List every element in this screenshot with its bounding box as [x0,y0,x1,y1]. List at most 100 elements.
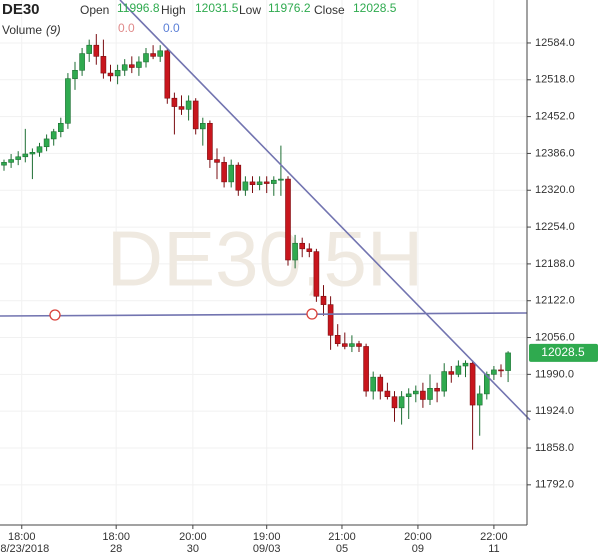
candle-body [171,97,178,107]
candle-body [221,162,227,183]
candle-body [377,376,384,392]
candle-body [434,388,440,392]
candles [1,34,511,450]
candle-body [93,44,100,57]
grid [0,0,527,525]
axis-labels: 11792.0 11858.0 11924.0 11990.0 12056.0 12122… [0,37,598,555]
candle-body [292,242,298,261]
candle-body [427,388,433,400]
candle-body [242,181,249,191]
low-label: Low [239,3,261,17]
candle-body [278,178,284,181]
y-tick-label: 12452.0 [535,111,575,123]
candle-body [441,371,448,392]
close-value: 12028.5 [353,1,397,15]
x-tick-label: 22:00 [480,531,508,543]
candle-body [313,251,320,297]
candle-body [22,153,29,158]
candle-body [72,69,78,79]
y-tick-label: 11924.0 [535,405,574,417]
open-value: 11996.8 [117,1,160,15]
candle-body [136,61,142,68]
y-tick-label: 12584.0 [535,37,575,49]
x-tick-label: 20:00 [404,531,432,543]
candle-body [157,50,163,57]
horizontal-line [0,312,528,317]
candle-body [57,122,64,132]
x-tick-sublabel: 28 [110,543,122,555]
candle-body [107,72,114,77]
candle-body [498,369,504,372]
candle-body [121,64,128,71]
candle-body [263,181,270,184]
x-tick-sublabel: 09 [412,543,424,555]
y-tick-label: 12056.0 [535,331,575,343]
candle-body [306,248,313,252]
candle-body [285,178,291,261]
line-handle [49,309,61,321]
candle-body [1,162,7,166]
high-label: High [161,3,186,17]
candle-body [43,138,50,148]
candle-body [412,390,419,395]
x-tick-label: 19:00 [253,531,281,543]
candle-body [79,53,85,71]
y-tick-label: 12254.0 [535,221,575,233]
candle-body [178,106,185,110]
price-tag-label: 12028.5 [541,345,585,359]
candle-body [483,374,490,395]
symbol-title: DE30 [2,1,40,18]
candle-body [143,53,149,63]
candle-body [114,69,121,77]
x-tick-sublabel: 05 [336,543,348,555]
x-tick-label: 21:00 [328,531,356,543]
candle-body [36,146,43,153]
volume-value: 0.0 [118,21,135,35]
close-label: Close [314,3,345,17]
low-value: 11976.2 [268,1,311,15]
volume-label: Volume [2,23,42,37]
candle-body [15,156,21,160]
candle-body [256,181,263,185]
x-tick-sublabel: 08/23/2018 [0,543,49,555]
candle-body [100,56,107,74]
candle-body [462,362,469,367]
y-tick-label: 11792.0 [535,479,574,491]
candle-body [505,352,511,371]
x-tick-label: 18:00 [8,531,36,543]
candle-body [192,100,199,130]
candle-body [491,369,497,375]
candle-body [469,362,476,406]
candle-body [384,390,391,397]
candle-body [65,78,71,124]
volume-period: (9) [46,23,61,37]
open-label: Open [80,3,109,17]
y-tick-label: 12386.0 [535,147,575,159]
candle-body [476,393,483,406]
candle-body [356,343,362,347]
candle-body [334,335,341,344]
candle-body [370,376,377,392]
candle-body [150,53,156,57]
candle-body [391,396,398,409]
x-tick-sublabel: 11 [488,543,499,555]
candle-body [249,181,256,185]
x-tick-sublabel: 09/03 [253,543,281,555]
candle-body [129,64,135,68]
candle-body [299,242,306,250]
candle-body [327,304,334,336]
candle-body [207,122,213,160]
candle-body [320,295,327,305]
x-tick-label: 20:00 [179,531,207,543]
candle-body [235,164,242,191]
high-value: 12031.5 [195,1,239,15]
candle-body [8,159,14,163]
candle-body [420,390,426,400]
candle-body [86,44,92,54]
candle-body [200,122,206,130]
trend-line [119,0,531,421]
x-tick-sublabel: 30 [187,543,199,555]
candle-body [214,159,220,163]
